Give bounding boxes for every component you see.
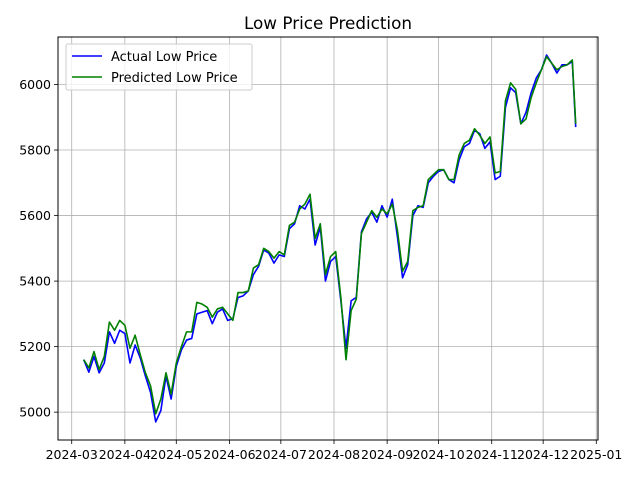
- y-tick-label: 5800: [19, 143, 51, 158]
- x-tick-label: 2024-04: [99, 447, 151, 462]
- x-tick-label: 2024-08: [308, 447, 360, 462]
- x-tick-label: 2024-06: [203, 447, 255, 462]
- legend-label-predicted: Predicted Low Price: [111, 71, 238, 86]
- series-layer: [82, 54, 577, 423]
- y-tick-label: 5400: [19, 274, 51, 289]
- legend: Actual Low Price Predicted Low Price: [65, 43, 253, 91]
- legend-label-actual: Actual Low Price: [111, 50, 217, 65]
- plot-frame: [57, 36, 599, 441]
- y-tick-label: 6000: [19, 77, 51, 92]
- x-tick-label: 2024-12: [517, 447, 569, 462]
- x-tick-label: 2024-05: [150, 447, 202, 462]
- x-axis: 2024-03 2024-04 2024-05 2024-06 2024-07 2024-…: [46, 440, 622, 462]
- x-tick-label: 2024-03: [46, 447, 98, 462]
- x-tick-label: 2024-10: [412, 447, 464, 462]
- x-tick-label: 2024-07: [255, 447, 307, 462]
- predicted-low-price-line: [83, 55, 577, 415]
- y-tick-label: 5000: [19, 405, 51, 420]
- x-tick-label: 2025-01: [570, 447, 622, 462]
- chart-title: Low Price Prediction: [244, 13, 412, 33]
- x-tick-label: 2024-11: [466, 447, 518, 462]
- y-tick-label: 5600: [19, 208, 51, 223]
- grid: [58, 37, 598, 440]
- y-tick-label: 5200: [19, 339, 51, 354]
- y-axis: 5000 5200 5400 5600 5800 6000: [19, 77, 58, 420]
- x-tick-label: 2024-09: [361, 447, 413, 462]
- legend-box: [65, 43, 253, 91]
